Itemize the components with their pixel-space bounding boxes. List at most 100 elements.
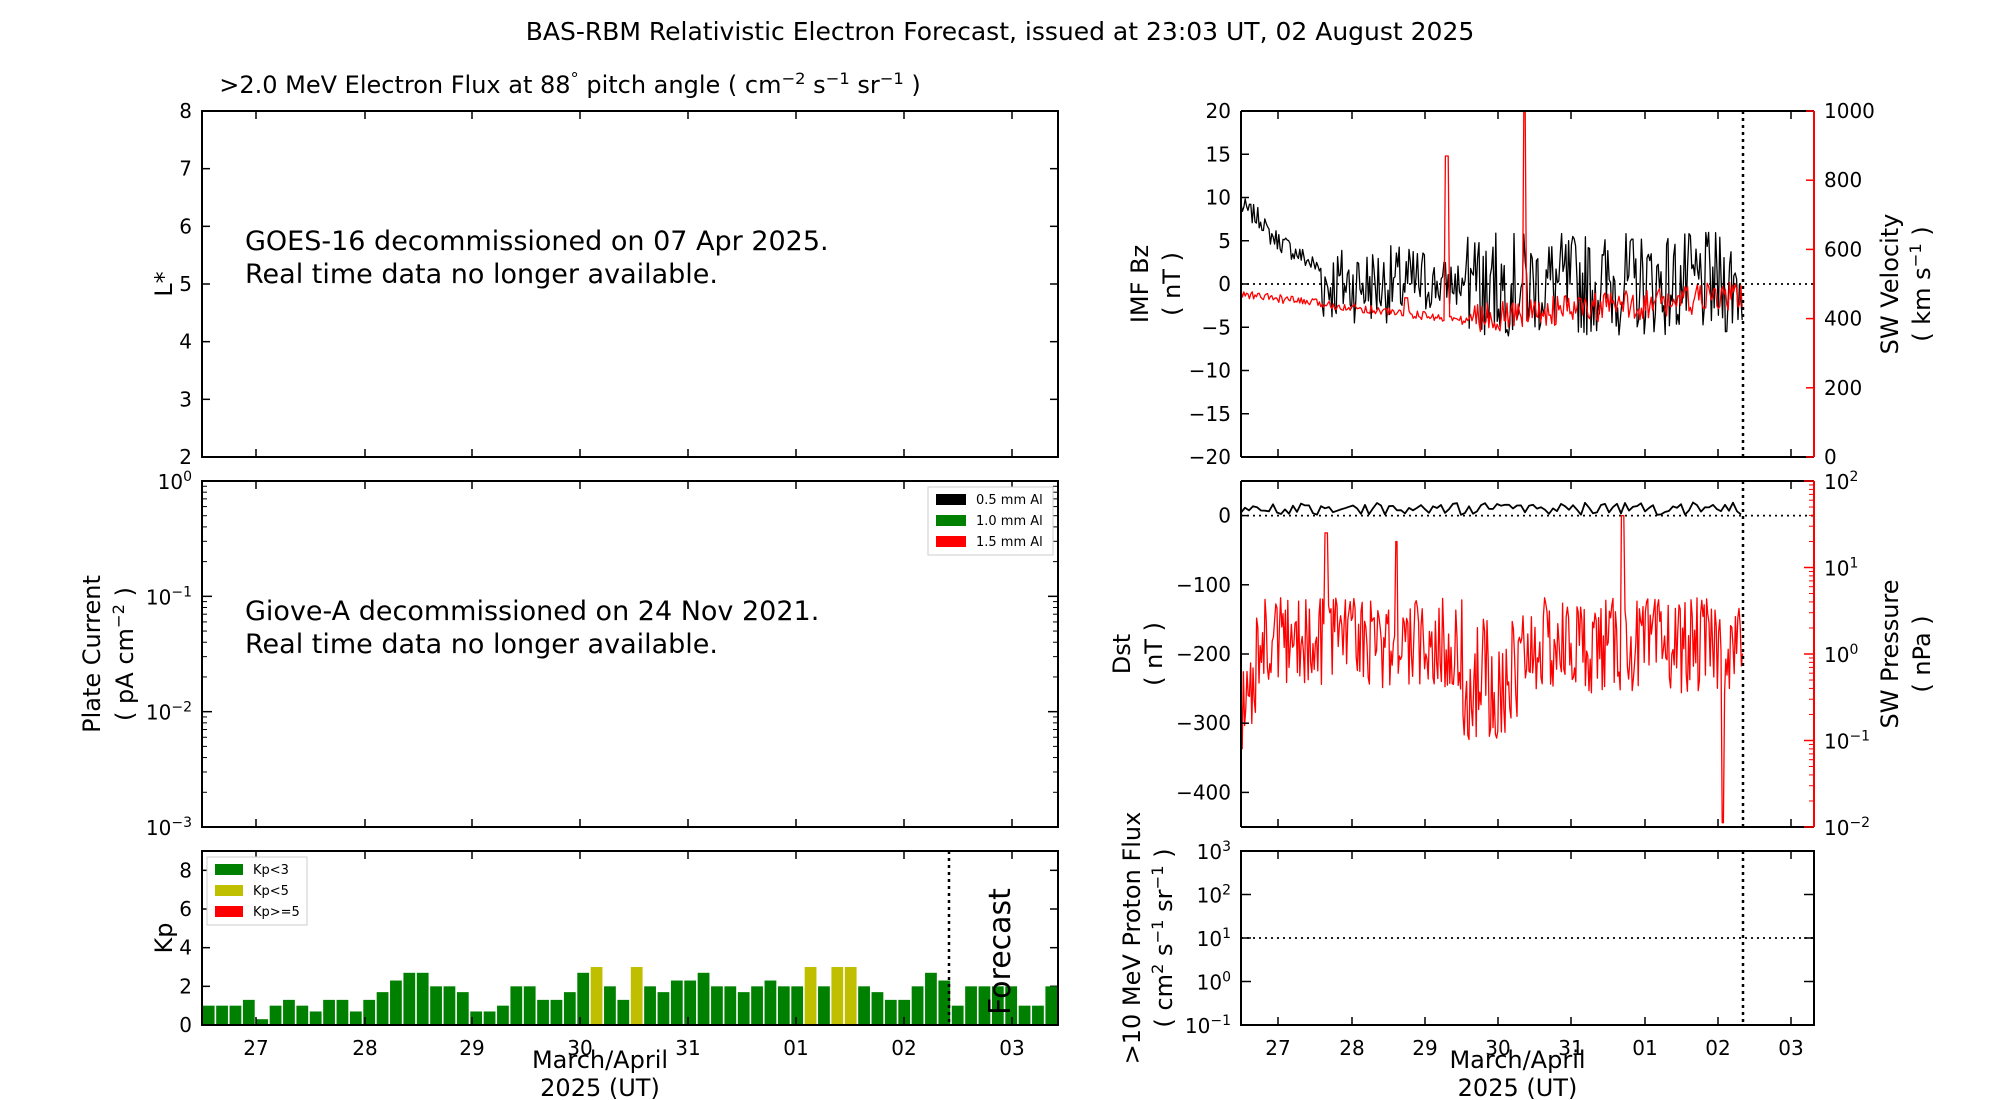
y-tick-label: −400 — [1176, 780, 1231, 804]
y-tick-label: 8 — [179, 99, 192, 123]
y-axis-label: L* — [150, 271, 178, 296]
sw-pressure-trace — [1240, 514, 1744, 824]
x-tick-label: 29 — [1412, 1036, 1437, 1060]
kp-bar — [390, 980, 402, 1025]
kp-bar — [818, 986, 830, 1025]
kp-bar — [537, 999, 549, 1025]
y-tick-label: 4 — [179, 936, 192, 960]
x-tick-label: 30 — [567, 1036, 592, 1060]
legend-swatch — [936, 494, 966, 505]
x-axis-label: March/April — [1449, 1046, 1585, 1074]
y-axis-label: IMF Bz — [1126, 245, 1154, 323]
x-tick-label: 02 — [1705, 1036, 1730, 1060]
kp-bar — [470, 1011, 483, 1025]
x-tick-label: 28 — [352, 1036, 377, 1060]
kp-bar — [991, 986, 1004, 1025]
legend-swatch — [936, 515, 966, 526]
x-tick-label: 27 — [243, 1036, 268, 1060]
x-tick-label: 30 — [1485, 1036, 1510, 1060]
kp-bar — [577, 972, 590, 1025]
y-axis-unit: ( nT ) — [1140, 622, 1168, 686]
y-tick-label: −5 — [1202, 315, 1231, 339]
y-axis-label: >10 MeV Proton Flux — [1118, 812, 1146, 1065]
y-tick-label: 103 — [1197, 839, 1231, 864]
kp-bar — [898, 999, 911, 1025]
y-tick-label: 102 — [1197, 883, 1231, 908]
kp-bar — [884, 999, 897, 1025]
label-part: ° — [571, 69, 579, 88]
y-tick-label: 10−1 — [1185, 1013, 1231, 1038]
y-tick-label: −200 — [1176, 642, 1231, 666]
y-tick-label: 6 — [179, 214, 192, 238]
kp-bar — [563, 992, 576, 1025]
kp-bar — [510, 986, 523, 1025]
x-tick-label: 02 — [891, 1036, 916, 1060]
dst-trace — [1240, 501, 1742, 516]
y-tick-label: 0 — [179, 1013, 192, 1037]
y-tick-label: 0 — [1824, 445, 1837, 469]
electron-flux-title: >2.0 MeV Electron Flux at 88° pitch angl… — [219, 69, 921, 100]
kp-bar — [216, 1005, 228, 1025]
x-tick-label: 31 — [675, 1036, 700, 1060]
kp-bar — [737, 992, 750, 1025]
kp-bar — [858, 986, 870, 1025]
kp-bar — [670, 980, 683, 1025]
label-part: >2.0 MeV Electron Flux at 88 — [219, 71, 570, 99]
kp-bar — [323, 999, 335, 1025]
kp-bar — [604, 986, 616, 1025]
kp-bar — [751, 986, 763, 1025]
kp-bar — [242, 999, 255, 1025]
kp-bar — [697, 972, 710, 1025]
y-tick-label: 10−2 — [146, 700, 192, 725]
kp-bar — [1032, 1005, 1044, 1025]
label-part: −2 — [109, 604, 128, 628]
y-tick-label: 102 — [1824, 469, 1858, 494]
label-part: ) — [1150, 848, 1178, 865]
y-tick-label: 7 — [179, 157, 192, 181]
kp-bar — [336, 999, 349, 1025]
kp-bar — [791, 986, 804, 1025]
kp-bar — [590, 967, 603, 1025]
y-tick-label: 3 — [179, 387, 192, 411]
label-part: ( cm — [1150, 974, 1178, 1028]
y-tick-label: 2 — [179, 445, 192, 469]
sw-velocity-trace — [1240, 110, 1743, 333]
y-axis-label-right: SW Velocity — [1876, 214, 1904, 355]
kp-bar — [483, 1011, 496, 1025]
y-tick-label: 5 — [1218, 229, 1231, 253]
kp-bar — [938, 980, 951, 1025]
y-tick-label: 6 — [179, 897, 192, 921]
plate-current-legend: 0.5 mm Al 1.0 mm Al 1.5 mm Al — [927, 486, 1054, 556]
label-part: −2 — [781, 69, 805, 88]
decommission-message: Real time data no longer available. — [245, 629, 718, 660]
y-tick-label: 101 — [1824, 556, 1858, 581]
kp-bar — [951, 1005, 964, 1025]
label-part: −1 — [880, 69, 904, 88]
kp-bar — [777, 986, 790, 1025]
label-part: pitch angle ( cm — [579, 71, 782, 99]
plate-current-axes — [201, 480, 1059, 828]
kp-legend: Kp<3 Kp<5 Kp>=5 — [206, 856, 308, 926]
kp-bar — [430, 986, 442, 1025]
kp-bar — [443, 986, 456, 1025]
label-part: sr — [1150, 889, 1178, 919]
label-part: ( km s — [1908, 267, 1936, 341]
legend-label: Kp<3 — [253, 863, 289, 878]
decommission-message: Giove-A decommissioned on 24 Nov 2021. — [245, 596, 819, 627]
kp-bar — [684, 980, 697, 1025]
label-part: s — [1150, 943, 1178, 963]
y-tick-label: −300 — [1176, 711, 1231, 735]
kp-bar — [1018, 1005, 1031, 1025]
label-part: ) — [1908, 226, 1936, 243]
kp-bar — [283, 999, 295, 1025]
kp-bar — [296, 1005, 309, 1025]
y-tick-label: −100 — [1176, 573, 1231, 597]
kp-bar — [202, 1005, 215, 1025]
y-tick-label: 800 — [1824, 168, 1862, 192]
y-tick-label: 8 — [179, 858, 192, 882]
kp-bar — [376, 992, 389, 1025]
kp-bar — [644, 986, 656, 1025]
y-tick-label: −15 — [1189, 402, 1231, 426]
legend-label: Kp>=5 — [253, 905, 300, 920]
